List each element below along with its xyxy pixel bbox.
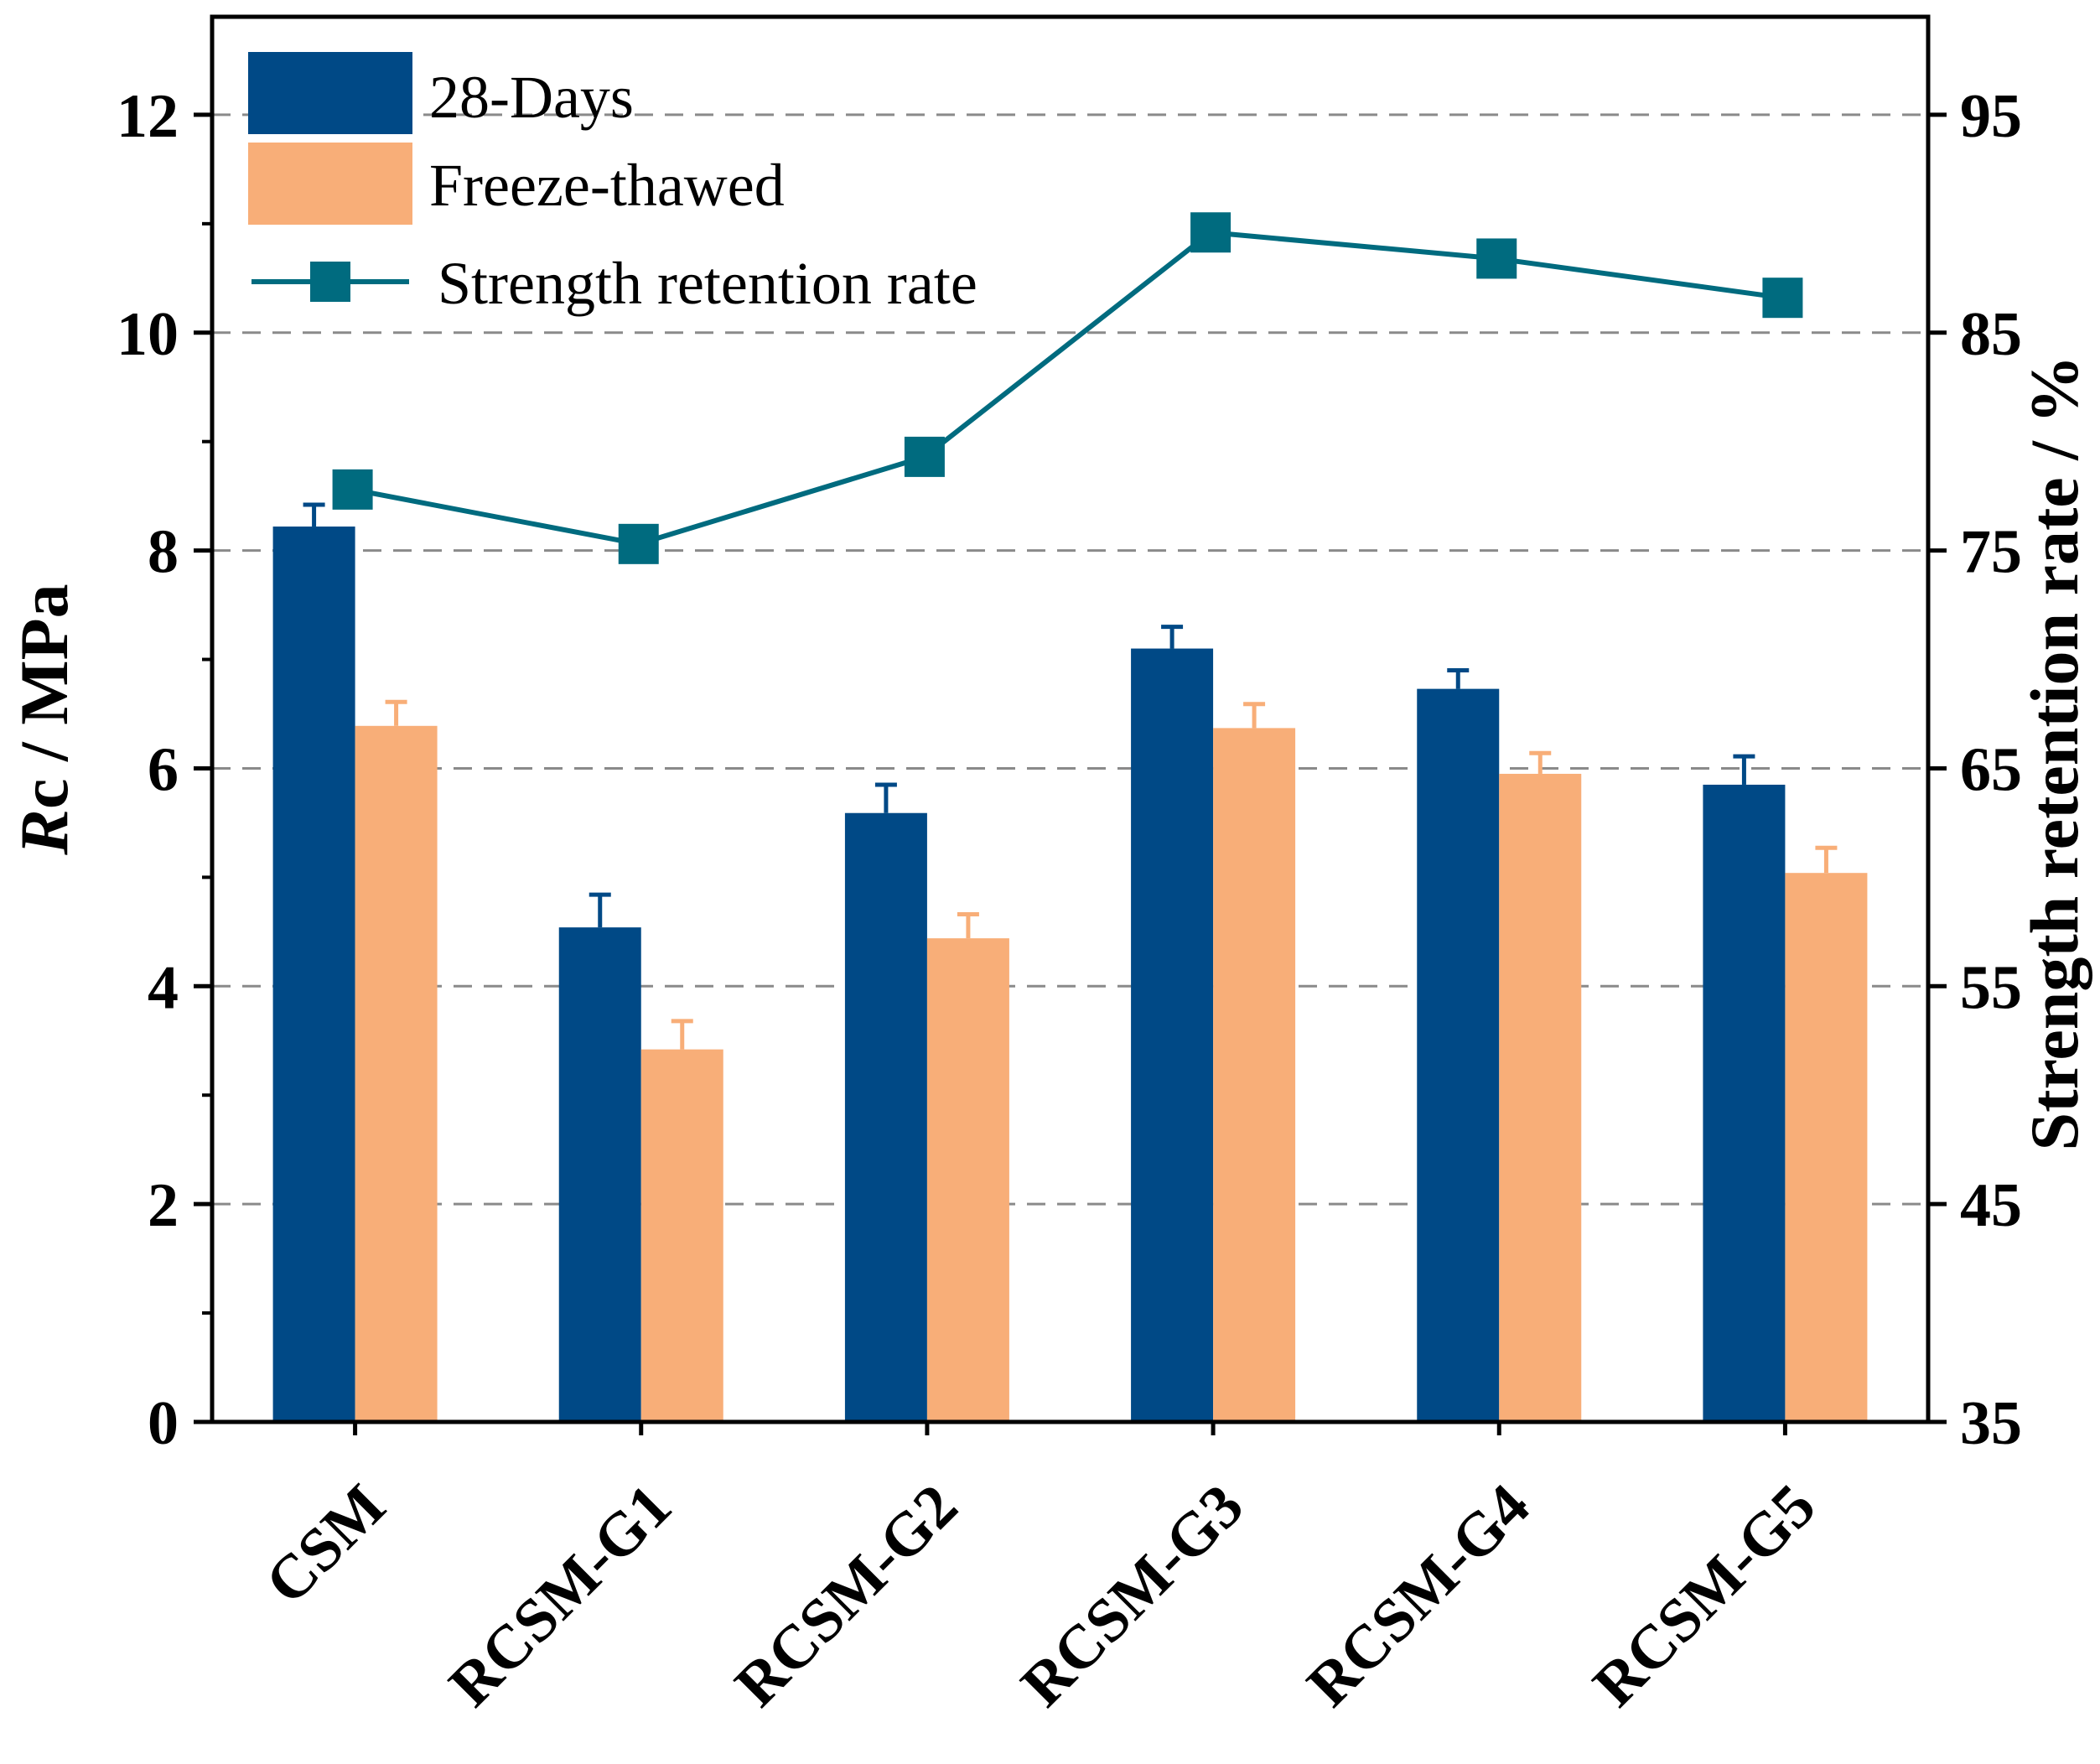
legend-label-28-days: 28-Days xyxy=(429,64,634,131)
category-label: RCSM-G3 xyxy=(1009,1471,1257,1720)
ticks-layer: 0 2 4 6 8 10 12 35 45 55 65 75 85 95 xyxy=(117,82,2022,1458)
error-bars-layer xyxy=(303,502,1838,1050)
category-label: RCSM-G2 xyxy=(723,1471,971,1720)
retention-marker xyxy=(1190,212,1231,253)
bar-28-days xyxy=(558,927,641,1422)
y-left-tick-label: 10 xyxy=(117,300,179,369)
y-axis-right-title: Strength retention rate / % xyxy=(2016,355,2092,1151)
y-left-tick-label: 8 xyxy=(148,518,179,587)
y-right-tick-label: 95 xyxy=(1960,82,2022,151)
bar-freeze-thawed xyxy=(640,1049,723,1422)
legend-marker-retention xyxy=(310,262,350,302)
y-left-tick-label: 12 xyxy=(117,82,179,151)
bar-freeze-thawed xyxy=(926,938,1009,1422)
category-labels: CSM RCSM-G1 RCSM-G2 RCSM-G3 RCSM-G4 RCSM-G5 xyxy=(252,1422,1828,1720)
y-left-tick-label: 6 xyxy=(148,735,179,804)
bar-28-days xyxy=(1703,784,1786,1422)
y-left-tick-label: 2 xyxy=(148,1171,179,1240)
category-label: RCSM-G1 xyxy=(436,1471,684,1720)
category-label: RCSM-G4 xyxy=(1294,1471,1543,1720)
y-right-tick-label: 55 xyxy=(1960,953,2022,1022)
y-right-tick-label: 85 xyxy=(1960,300,2022,369)
legend-swatch-28-days xyxy=(248,52,412,134)
bar-freeze-thawed xyxy=(1499,773,1582,1422)
y-left-tick-label: 4 xyxy=(148,953,179,1022)
bar-freeze-thawed xyxy=(355,725,438,1422)
y-right-tick-label: 65 xyxy=(1960,735,2022,804)
category-label: CSM xyxy=(252,1471,398,1617)
y-right-tick-label: 75 xyxy=(1960,518,2022,587)
y-axis-left-title: Rc / MPa xyxy=(6,584,82,855)
bar-freeze-thawed xyxy=(1213,728,1296,1422)
bar-28-days xyxy=(1131,648,1214,1422)
plot-frame xyxy=(210,14,1931,1424)
bar-28-days xyxy=(844,812,927,1422)
retention-marker xyxy=(618,523,659,564)
bar-28-days xyxy=(1417,688,1500,1422)
legend-label-freeze-thawed: Freeze-thawed xyxy=(429,152,785,219)
y-left-tick-label: 0 xyxy=(148,1389,179,1458)
retention-marker xyxy=(1762,278,1803,319)
retention-line-layer xyxy=(332,212,1803,564)
y-right-tick-label: 45 xyxy=(1960,1171,2022,1240)
bars-layer xyxy=(272,527,1868,1422)
retention-marker xyxy=(332,469,373,510)
legend-label-retention: Strength retention rate xyxy=(438,250,977,317)
legend: 28-Days Freeze-thawed Strength retention… xyxy=(248,52,977,317)
legend-swatch-freeze-thawed xyxy=(248,143,412,225)
bar-28-days xyxy=(272,527,355,1422)
retention-marker xyxy=(904,436,945,477)
retention-line xyxy=(352,230,1783,547)
gridlines xyxy=(212,113,1928,1206)
y-right-tick-label: 35 xyxy=(1960,1389,2022,1458)
retention-marker xyxy=(1476,238,1517,279)
category-label: RCSM-G5 xyxy=(1580,1471,1828,1720)
bar-freeze-thawed xyxy=(1785,873,1868,1422)
